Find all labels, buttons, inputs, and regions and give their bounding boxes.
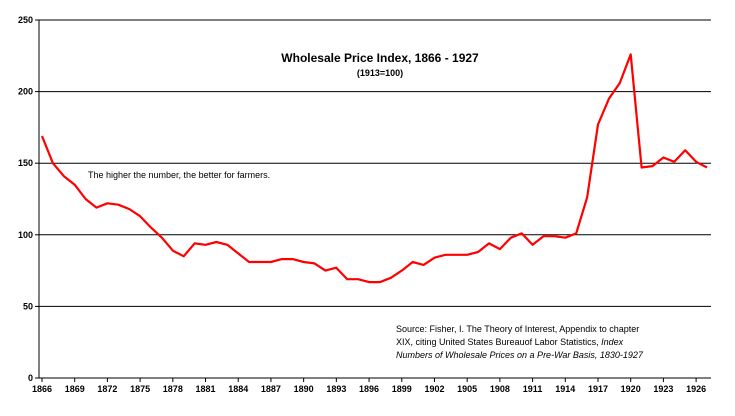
x-tick-label-1911: 1911 (523, 384, 543, 394)
x-tick-label-1869: 1869 (65, 384, 85, 394)
x-tick-label-1926: 1926 (686, 384, 706, 394)
y-tick-label-250: 250 (18, 15, 33, 25)
y-tick-label-0: 0 (28, 373, 33, 383)
y-tick-label-200: 200 (18, 87, 33, 97)
x-tick-label-1920: 1920 (621, 384, 641, 394)
x-tick-label-1896: 1896 (359, 384, 379, 394)
y-axis-ticks: 0 50 100 150 200 250 (18, 15, 39, 383)
x-tick-label-1902: 1902 (424, 384, 444, 394)
y-tick-label-50: 50 (23, 301, 33, 311)
x-tick-label-1917: 1917 (588, 384, 608, 394)
y-tick-label-150: 150 (18, 158, 33, 168)
x-tick-label-1899: 1899 (392, 384, 412, 394)
chart-annotation: The higher the number, the better for fa… (88, 170, 270, 180)
x-tick-label-1914: 1914 (555, 384, 575, 394)
x-tick-label-1905: 1905 (457, 384, 477, 394)
x-tick-label-1893: 1893 (326, 384, 346, 394)
x-tick-label-1872: 1872 (97, 384, 117, 394)
chart-subtitle: (1913=100) (357, 68, 403, 78)
source-line-3: Numbers of Wholesale Prices on a Pre-War… (396, 350, 644, 360)
x-tick-label-1881: 1881 (196, 384, 216, 394)
x-tick-label-1866: 1866 (32, 384, 52, 394)
chart-title: Wholesale Price Index, 1866 - 1927 (281, 51, 479, 65)
source-line-2-text: XIX, citing United States Bureauof Labor… (396, 337, 599, 347)
source-line-2-italic: Index (601, 337, 624, 347)
x-tick-label-1875: 1875 (130, 384, 150, 394)
x-tick-label-1887: 1887 (261, 384, 281, 394)
series-line-wpi (40, 53, 708, 284)
x-tick-label-1884: 1884 (228, 384, 248, 394)
source-line-1: Source: Fisher, I. The Theory of Interes… (396, 324, 639, 334)
x-tick-label-1878: 1878 (163, 384, 183, 394)
x-tick-label-1923: 1923 (653, 384, 673, 394)
x-tick-label-1890: 1890 (294, 384, 314, 394)
y-tick-label-100: 100 (18, 230, 33, 240)
grid-lines (39, 19, 711, 307)
source-line-2: XIX, citing United States Bureauof Labor… (396, 337, 624, 347)
x-tick-label-1908: 1908 (490, 384, 510, 394)
x-axis-ticks: 1866 1869 1872 1875 1878 1881 1884 1887 1890 1893… (32, 378, 706, 394)
